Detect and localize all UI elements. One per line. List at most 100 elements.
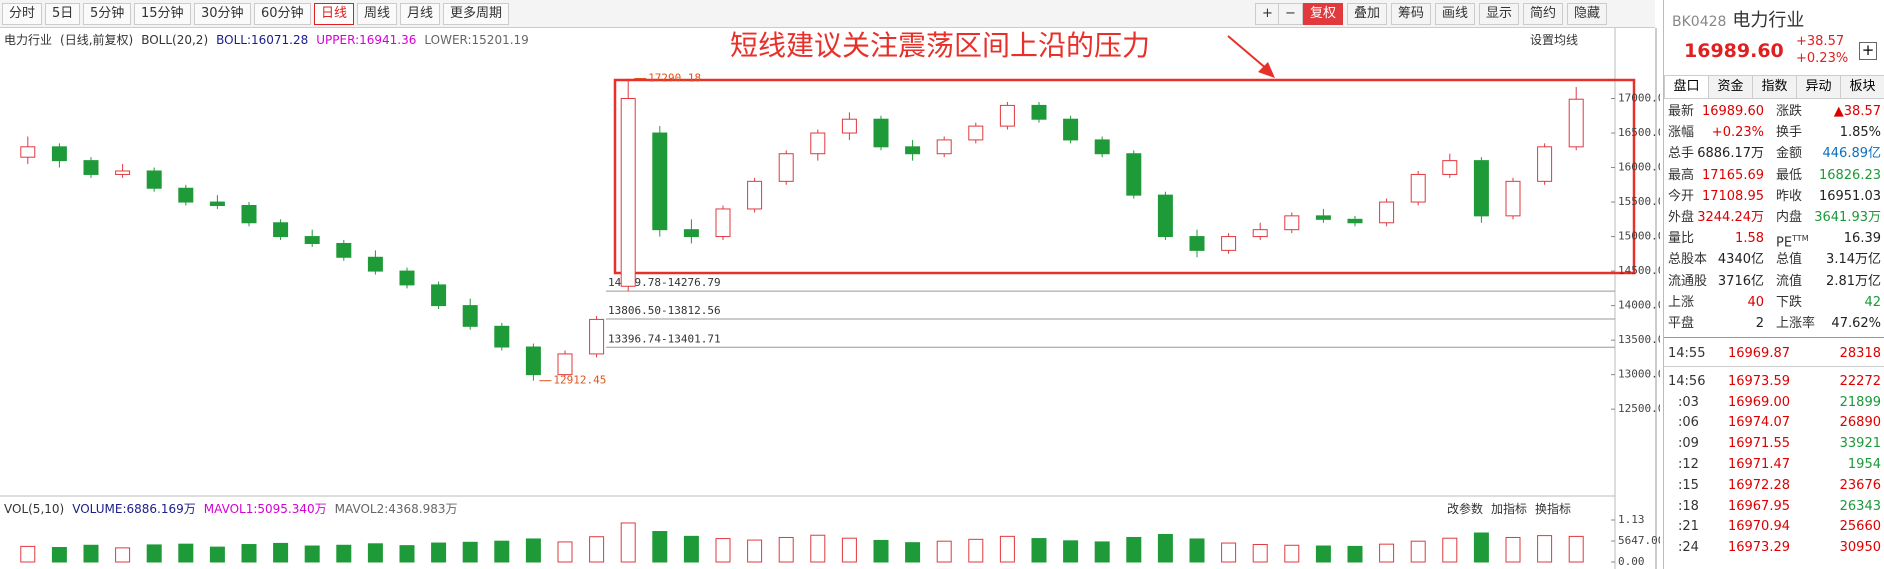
zoom-out[interactable]: − xyxy=(1278,3,1303,25)
stat-value: 3.14万亿 xyxy=(1826,252,1881,268)
stat-row: 上涨 40 下跌 42 xyxy=(1664,292,1884,313)
toolbar: 分时 5日 5分钟 15分钟 30分钟 60分钟 日线 周线 月线 更多周期 + − 复权 叠加 筹码 画线显… xyxy=(0,0,1655,28)
stat-value: 47.62% xyxy=(1831,316,1881,331)
price: 16989.60 xyxy=(1684,40,1784,62)
period-button[interactable]: 30分钟 xyxy=(194,3,251,25)
stat-row: 外盘 3244.24万 内盘 3641.93万 xyxy=(1664,207,1884,228)
divider xyxy=(1664,337,1884,338)
divider xyxy=(1664,366,1884,367)
y-tick-label: 15500.0 xyxy=(1618,195,1660,208)
volume-bar xyxy=(1473,532,1489,563)
tab[interactable]: 指数 xyxy=(1752,75,1797,99)
stat-label: 流值 xyxy=(1776,273,1803,289)
add-button[interactable]: + xyxy=(1859,42,1877,60)
candle-body xyxy=(747,180,763,210)
indicator-button[interactable]: 加指标 xyxy=(1491,502,1528,516)
indicator-value: BOLL:16071.28 xyxy=(216,33,309,47)
tick-price: 16969.87 xyxy=(1727,346,1790,361)
period-button[interactable]: 15分钟 xyxy=(134,3,191,25)
candle-body xyxy=(178,187,194,203)
candle-body xyxy=(525,346,541,376)
stat-row: 最高 17165.69 最低 16826.23 xyxy=(1664,165,1884,186)
stat-label: 总手 xyxy=(1668,146,1695,162)
y-tick-label: 1.13 xyxy=(1618,513,1645,526)
tick-price: 16971.47 xyxy=(1727,457,1790,472)
tick-volume: 21899 xyxy=(1839,394,1881,410)
volume-bar xyxy=(1157,533,1173,563)
volume-bar xyxy=(778,536,794,563)
tab[interactable]: 板块 xyxy=(1840,75,1884,99)
y-tick-label: 15000.0 xyxy=(1618,230,1660,243)
tab[interactable]: 异动 xyxy=(1796,75,1841,99)
volume-value: VOLUME:6886.169万 xyxy=(72,502,196,516)
chart-header: 电力行业 (日线,前复权) BOLL(20,2) BOLL:16071.28 UPPER… xyxy=(4,31,537,48)
chart-title: 电力行业 xyxy=(4,33,53,47)
chart-subtitle: (日线,前复权) xyxy=(60,33,134,47)
tick-row: :21 16970.94 25660 xyxy=(1664,516,1884,537)
candle-body xyxy=(1157,194,1173,238)
volume-bar xyxy=(367,543,383,563)
gap-label: 13396.74-13401.71 xyxy=(608,332,721,345)
tick-volume: 28318 xyxy=(1839,346,1881,361)
tool-button[interactable]: 画线 xyxy=(1435,3,1476,25)
volume-bar xyxy=(841,537,857,563)
tool-button[interactable]: 显示 xyxy=(1479,3,1520,25)
stat-value: 446.89亿 xyxy=(1822,146,1882,162)
candle-body xyxy=(336,242,352,258)
tick-row: :15 16972.28 23676 xyxy=(1664,475,1884,496)
change: +38.57 xyxy=(1796,34,1845,49)
tick-volume: 22272 xyxy=(1839,373,1881,389)
candle-body xyxy=(146,170,162,189)
volume-bar xyxy=(620,522,636,563)
stat-value: 6886.17万 xyxy=(1697,146,1764,162)
candle-body xyxy=(715,208,731,238)
period-button[interactable]: 分时 xyxy=(2,3,43,25)
stat-value: 16.39 xyxy=(1843,231,1881,247)
stat-value: 40 xyxy=(1747,294,1764,310)
stat-value: 17165.69 xyxy=(1701,167,1764,183)
candle-body xyxy=(1410,173,1426,203)
volume-bar xyxy=(83,544,99,563)
ma-setting[interactable]: 设置均线 xyxy=(1530,33,1579,47)
candle-body xyxy=(589,318,605,355)
tool-button[interactable]: 叠加 xyxy=(1347,3,1388,25)
candle-body xyxy=(1347,218,1363,224)
tick-price: 16971.55 xyxy=(1727,436,1790,452)
y-tick-label: 16500.0 xyxy=(1618,126,1660,139)
volume-bar xyxy=(51,547,67,563)
candle-body xyxy=(1031,104,1047,120)
tick-row: :18 16967.95 26343 xyxy=(1664,496,1884,517)
period-button[interactable]: 60分钟 xyxy=(254,3,311,25)
period-button[interactable]: 更多周期 xyxy=(443,3,510,25)
tool-button[interactable]: 隐藏 xyxy=(1567,3,1608,25)
stat-label: 金额 xyxy=(1776,146,1803,162)
period-button[interactable]: 月线 xyxy=(400,3,441,25)
indicator-button[interactable]: 改参数 xyxy=(1447,502,1484,516)
tab[interactable]: 资金 xyxy=(1708,75,1753,99)
tick-price: 16972.28 xyxy=(1727,477,1790,493)
volume-value: MAVOL2:4368.983万 xyxy=(334,502,458,516)
volume-bar xyxy=(1252,544,1268,563)
tick-row: :03 16969.00 21899 xyxy=(1664,392,1884,413)
indicator-button[interactable]: 换指标 xyxy=(1535,502,1572,516)
stat-value: 17108.95 xyxy=(1701,188,1764,204)
period-button[interactable]: 5分钟 xyxy=(83,3,132,25)
tool-button[interactable]: 简约 xyxy=(1523,3,1564,25)
gap-label: 14209.78-14276.79 xyxy=(608,276,721,289)
candle-body xyxy=(1537,146,1553,182)
tick-row: 14:55 16969.87 28318 xyxy=(1664,343,1884,364)
period-button[interactable]: 周线 xyxy=(357,3,398,25)
period-button[interactable]: 日线 xyxy=(314,3,355,25)
stat-row: 量比 1.58 PETTM 16.39 xyxy=(1664,228,1884,250)
period-button[interactable]: 5日 xyxy=(45,3,81,25)
zoom-in[interactable]: + xyxy=(1255,3,1280,25)
stat-label: 量比 xyxy=(1668,231,1695,247)
tool-button[interactable]: 复权 xyxy=(1303,3,1344,25)
stat-row: 今开 17108.95 昨收 16951.03 xyxy=(1664,186,1884,207)
tool-button[interactable]: 筹码 xyxy=(1391,3,1432,25)
tick-time: :03 xyxy=(1678,394,1699,410)
tick-time: :21 xyxy=(1678,519,1699,535)
tab[interactable]: 盘口 xyxy=(1664,75,1709,99)
stat-value: 2.81万亿 xyxy=(1826,273,1881,289)
